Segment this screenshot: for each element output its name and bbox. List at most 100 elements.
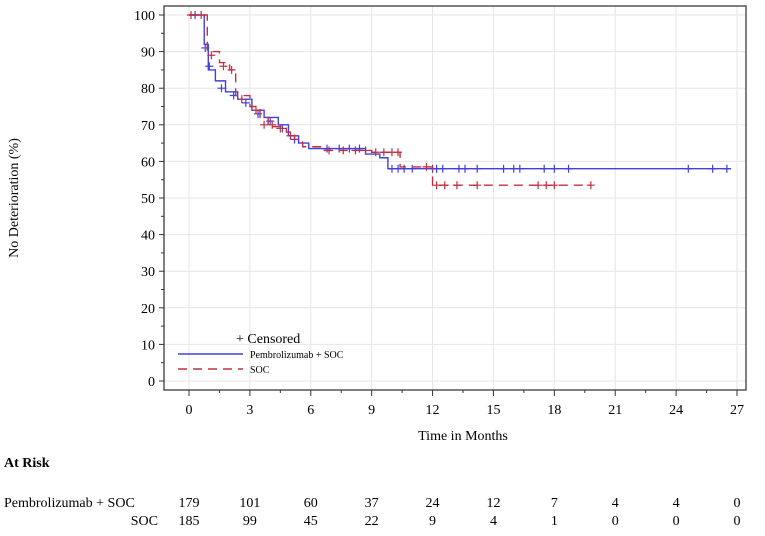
censor-mark — [540, 164, 549, 173]
at-risk-label-soc: SOC — [130, 514, 158, 529]
censor-mark — [722, 164, 731, 173]
censor-mark — [260, 120, 269, 129]
x-tick-label: 27 — [730, 403, 744, 418]
y-tick-label: 50 — [141, 192, 155, 207]
censor-mark — [266, 117, 275, 126]
censor-mark — [335, 144, 344, 153]
censor-mark — [205, 62, 214, 71]
at-risk-count: 0 — [611, 514, 619, 529]
x-tick-label: 3 — [246, 403, 253, 418]
x-tick-label: 24 — [669, 403, 683, 418]
at-risk-count: 0 — [733, 514, 741, 529]
censor-mark — [217, 84, 226, 93]
x-axis-label: Time in Months — [418, 429, 508, 444]
at-risk-count: 99 — [242, 514, 257, 529]
y-tick-label: 40 — [141, 229, 155, 244]
y-tick-label: 10 — [141, 338, 155, 353]
censor-mark — [187, 11, 196, 19]
censor-mark — [534, 181, 543, 190]
censor-mark — [542, 181, 551, 190]
at-risk-count: 101 — [239, 496, 261, 511]
censor-mark — [339, 146, 348, 155]
at-risk-count: 185 — [178, 514, 200, 529]
at-risk-count: 4 — [489, 514, 497, 529]
at-risk-count: 24 — [425, 496, 440, 511]
censor-mark — [408, 164, 417, 173]
censor-mark — [351, 146, 360, 155]
censor-mark — [440, 181, 449, 190]
censor-mark — [586, 181, 595, 190]
y-tick-label: 60 — [141, 155, 155, 170]
y-tick-label: 30 — [141, 265, 155, 280]
x-tick-label: 6 — [307, 403, 314, 418]
censor-mark — [515, 164, 524, 173]
censor-mark — [432, 181, 441, 190]
at-risk-count: 60 — [303, 496, 318, 511]
censor-mark — [345, 144, 354, 153]
censor-mark — [473, 164, 482, 173]
at-risk-count: 45 — [303, 514, 318, 529]
legend-censored: + Censored — [236, 332, 300, 347]
censor-mark — [400, 164, 409, 173]
x-tick-label: 12 — [426, 403, 440, 418]
censor-mark — [394, 148, 403, 157]
legend-label-pembrolizumab-soc: Pembrolizumab + SOC — [250, 350, 344, 361]
at-risk-count: 0 — [733, 496, 741, 511]
censor-mark — [227, 65, 236, 74]
y-tick-label: 80 — [141, 82, 155, 97]
censor-mark — [237, 95, 246, 104]
x-tick-label: 9 — [368, 403, 375, 418]
x-tick-label: 18 — [547, 403, 561, 418]
censor-mark — [371, 148, 380, 157]
censor-mark — [276, 124, 285, 133]
x-tick-label: 21 — [608, 403, 622, 418]
y-tick-label: 90 — [141, 46, 155, 61]
y-tick-label: 0 — [148, 375, 155, 390]
censor-mark — [219, 62, 228, 71]
at-risk-count: 9 — [429, 514, 437, 529]
at-risk-count: 7 — [550, 496, 558, 511]
censor-mark — [438, 164, 447, 173]
censor-mark — [355, 144, 364, 153]
censor-mark — [550, 181, 559, 190]
censor-mark — [499, 164, 508, 173]
x-tick-label: 0 — [186, 403, 193, 418]
censor-mark — [286, 131, 295, 140]
censor-mark — [422, 162, 431, 171]
y-tick-label: 100 — [134, 9, 155, 24]
at-risk-label-pembro: Pembrolizumab + SOC — [4, 496, 135, 511]
km-curve-soc — [189, 14, 591, 186]
legend-label-soc: SOC — [250, 365, 270, 376]
censor-mark — [461, 164, 470, 173]
at-risk-title: At Risk — [4, 456, 50, 471]
y-tick-label: 20 — [141, 302, 155, 317]
censor-mark — [323, 144, 332, 153]
censor-mark — [564, 164, 573, 173]
censor-mark — [207, 51, 216, 60]
at-risk-count: 12 — [486, 496, 501, 511]
km-curve-pembrolizumab-soc — [189, 14, 731, 170]
censor-mark — [452, 181, 461, 190]
at-risk-count: 37 — [364, 496, 379, 511]
censor-mark — [361, 146, 370, 155]
at-risk-count: 0 — [672, 514, 680, 529]
censor-mark — [251, 106, 260, 115]
censor-mark — [325, 146, 334, 155]
censor-mark — [197, 11, 206, 19]
y-axis-label: No Deterioration (%) — [7, 138, 22, 258]
censor-mark — [708, 164, 717, 173]
at-risk-count: 179 — [178, 496, 200, 511]
at-risk-count: 22 — [364, 514, 379, 529]
censor-mark — [241, 98, 250, 107]
censor-mark — [254, 109, 263, 118]
x-tick-label: 15 — [486, 403, 500, 418]
at-risk-count: 1 — [550, 514, 558, 529]
censor-mark — [268, 120, 277, 129]
at-risk-count: 4 — [611, 496, 619, 511]
censor-mark — [684, 164, 693, 173]
y-tick-label: 70 — [141, 119, 155, 134]
at-risk-count: 4 — [672, 496, 680, 511]
censor-mark — [379, 148, 388, 157]
censor-mark — [550, 164, 559, 173]
